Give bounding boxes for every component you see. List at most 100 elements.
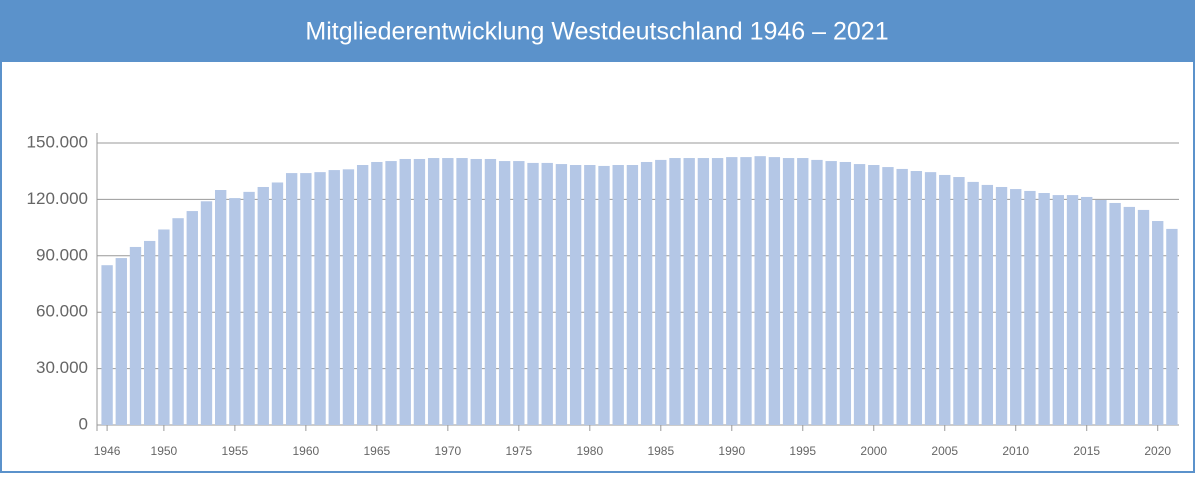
bar [711,158,724,426]
y-tick-label: 150.000 [27,132,88,151]
bar [1010,189,1022,425]
bar [924,172,937,425]
bar [427,158,440,426]
bar [186,211,198,425]
bar [1081,196,1093,425]
bar [853,164,866,425]
bar [300,173,312,425]
x-tick-label: 1990 [718,444,745,458]
bar [1024,190,1036,425]
title-bar [0,0,1195,62]
bar [981,184,994,425]
bar [200,201,213,425]
bar [995,186,1008,425]
bar [1052,195,1065,425]
bar [456,158,468,426]
x-tick-label: 2005 [931,444,958,458]
bar [669,158,681,426]
bar [342,169,355,425]
bar [385,161,397,425]
bar [257,186,269,425]
bar [754,156,766,425]
x-tick-label: 1980 [576,444,603,458]
bar [612,164,624,425]
bar [782,158,795,426]
bar [683,158,695,426]
x-tick-label: 1960 [293,444,320,458]
bar [697,158,710,426]
bar [1066,195,1079,425]
bar [243,191,255,425]
bar [967,181,979,425]
bar [953,177,965,425]
bar [726,157,738,425]
bar [910,171,923,425]
bar [1109,202,1121,425]
bar [939,174,951,425]
x-tick-label: 1950 [151,444,178,458]
bar [1038,193,1050,425]
bar [584,164,596,425]
y-tick-label: 0 [79,414,88,433]
x-tick-label: 1975 [505,444,532,458]
y-tick-label: 60.000 [36,302,88,321]
bar [442,158,454,426]
bar [413,158,426,426]
bar [626,164,639,425]
bar [1137,209,1150,425]
bar [115,258,127,425]
bar [328,170,340,425]
bar [214,190,227,425]
bar [569,164,582,425]
bar [839,161,852,425]
bar [285,173,298,425]
bar [1123,206,1135,425]
y-tick-label: 30.000 [36,358,88,377]
bar [172,218,184,425]
y-tick-label: 90.000 [36,245,88,264]
bar [882,167,894,425]
bar [371,161,383,425]
bar [144,240,156,425]
bar [513,161,525,425]
bar [1095,199,1107,425]
x-tick-label: 1955 [222,444,249,458]
bar [598,165,610,425]
bar [896,168,908,425]
x-tick-label: 1965 [363,444,390,458]
bar [271,182,284,425]
bar [356,164,369,425]
bar [555,164,568,425]
bar [811,159,823,426]
bar [498,161,511,425]
bar [229,198,241,425]
bar [484,158,497,426]
x-tick-label: 2010 [1002,444,1029,458]
bar [314,172,326,425]
x-tick-label: 2020 [1144,444,1171,458]
y-tick-label: 120.000 [27,189,88,208]
bar [541,162,553,426]
bar [655,159,667,426]
bar [825,161,837,425]
bar [1152,221,1164,425]
bar [768,157,781,425]
bar [740,157,752,425]
x-tick-label: 1995 [789,444,816,458]
bar [1166,228,1178,425]
x-tick-label: 1985 [647,444,674,458]
x-tick-label: 1970 [434,444,461,458]
x-tick-label: 2000 [860,444,887,458]
x-tick-label: 2015 [1073,444,1100,458]
bar [101,265,113,425]
chart-title: Mitgliederentwicklung Westdeutschland 19… [305,18,888,46]
bar [470,158,482,426]
bar [527,162,539,426]
bar [399,158,411,426]
bar [129,246,142,425]
bar [797,158,809,426]
bar [158,229,170,425]
bar [868,164,880,425]
